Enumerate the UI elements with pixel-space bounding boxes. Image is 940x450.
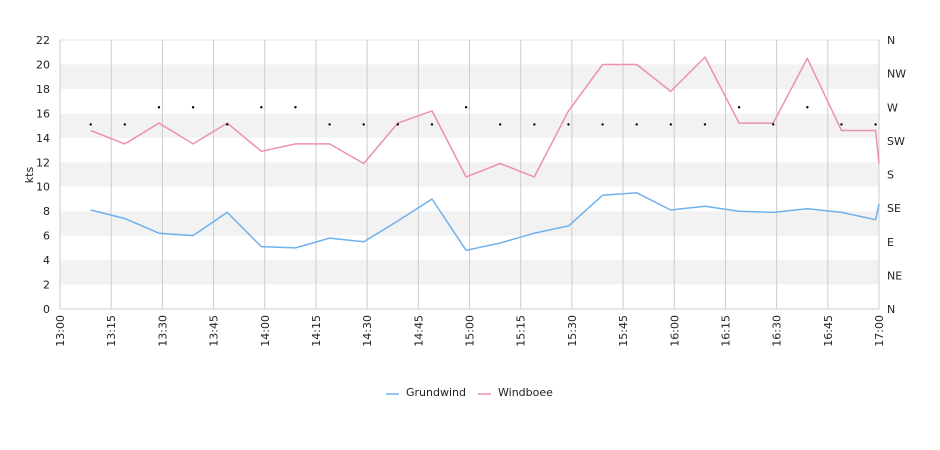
direction-marker (362, 123, 365, 126)
direction-marker (772, 123, 775, 126)
direction-marker (430, 123, 434, 126)
x-tick-label: 15:00 (464, 315, 477, 347)
legend-label: Grundwind (406, 386, 466, 399)
direction-marker (703, 123, 707, 126)
x-tick-label: 13:00 (54, 315, 67, 347)
x-tick-label: 15:15 (515, 315, 528, 347)
direction-marker (260, 106, 263, 109)
x-tick-label: 13:45 (208, 315, 221, 347)
direction-marker (669, 123, 673, 126)
direction-marker (89, 123, 92, 126)
right-tick-label: S (887, 169, 894, 182)
direction-marker (874, 123, 877, 126)
x-tick-label: 13:30 (156, 315, 169, 347)
y-axis-ticks: 0 2 4 6 8 10 12 14 16 18 20 22 (36, 34, 50, 316)
y-tick-label: 2 (43, 279, 50, 292)
y-tick-label: 6 (43, 230, 50, 243)
right-tick-label: SE (887, 202, 901, 215)
x-tick-label: 14:15 (310, 315, 323, 347)
x-tick-label: 16:00 (668, 315, 681, 347)
direction-marker (567, 123, 570, 126)
right-tick-label: E (887, 236, 894, 249)
y-tick-label: 16 (36, 107, 50, 120)
direction-marker (499, 123, 502, 126)
y-tick-label: 22 (36, 34, 50, 47)
direction-marker (123, 123, 127, 126)
direction-markers (89, 106, 877, 126)
x-tick-label: 17:00 (873, 315, 886, 347)
direction-marker (464, 106, 468, 109)
legend: Grundwind Windboee (386, 386, 553, 399)
x-tick-label: 15:30 (566, 315, 579, 347)
direction-marker (635, 123, 638, 126)
direction-marker (328, 123, 331, 126)
direction-marker (737, 106, 741, 109)
x-tick-label: 16:15 (719, 315, 732, 347)
x-tick-label: 14:30 (361, 315, 374, 347)
direction-marker (294, 106, 297, 109)
y-tick-label: 4 (43, 254, 50, 267)
y-tick-label: 18 (36, 83, 50, 96)
x-tick-label: 14:00 (259, 315, 272, 347)
right-tick-label: NW (887, 68, 906, 81)
x-tick-label: 13:15 (105, 315, 118, 347)
right-tick-label: NE (887, 269, 902, 282)
right-tick-label: N (887, 303, 895, 316)
direction-marker (226, 123, 229, 126)
x-axis-ticks: 13:00 13:15 13:30 13:45 14:00 14:15 14:30 14:45… (54, 315, 886, 347)
right-tick-label: W (887, 101, 898, 114)
right-axis-ticks: N NE E SE S SW W NW N (887, 34, 906, 316)
x-tick-label: 16:45 (822, 315, 835, 347)
y-tick-label: 20 (36, 58, 50, 71)
x-tick-label: 16:30 (771, 315, 784, 347)
direction-marker (840, 123, 843, 126)
direction-marker (157, 106, 161, 109)
y-tick-label: 8 (43, 205, 50, 218)
y-axis-label: kts (23, 167, 36, 184)
vertical-gridlines (59, 40, 880, 310)
direction-marker (396, 123, 400, 126)
x-tick-label: 15:45 (617, 315, 630, 347)
y-tick-label: 10 (36, 181, 50, 194)
legend-label: Windboee (498, 386, 553, 399)
x-tick-label: 14:45 (412, 315, 425, 347)
y-tick-label: 0 (43, 303, 50, 316)
series-lines (90, 56, 880, 252)
right-tick-label: N (887, 34, 895, 47)
direction-marker (601, 123, 604, 126)
direction-marker (533, 123, 536, 126)
y-tick-label: 12 (36, 156, 50, 169)
right-tick-label: SW (887, 135, 905, 148)
y-tick-label: 14 (36, 132, 50, 145)
direction-marker (191, 106, 195, 109)
direction-marker (806, 106, 809, 109)
series-line-windboee (90, 56, 880, 178)
series-line-grundwind (90, 192, 880, 252)
